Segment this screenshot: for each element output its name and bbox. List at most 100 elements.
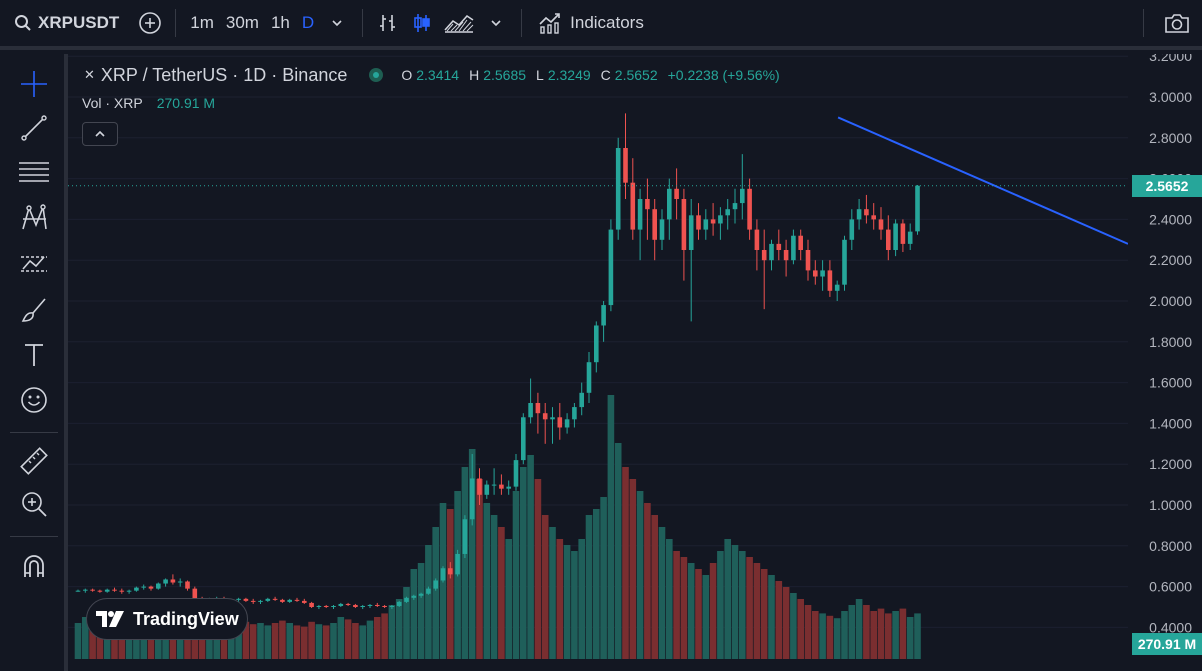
candle-body xyxy=(550,417,555,420)
trend-line-tool[interactable] xyxy=(14,110,54,146)
crosshair-tool[interactable] xyxy=(14,66,54,102)
candle-body xyxy=(185,581,190,589)
candle-body xyxy=(367,604,373,606)
interval-1m[interactable]: 1m xyxy=(190,13,214,32)
price-chart[interactable]: 3.20003.00002.80002.60002.40002.20002.00… xyxy=(68,54,1202,671)
volume-bar xyxy=(680,557,688,659)
chart-pane[interactable]: 3.20003.00002.80002.60002.40002.20002.00… xyxy=(68,54,1202,671)
interval-1h[interactable]: 1h xyxy=(270,13,290,32)
candle-body xyxy=(134,587,139,591)
text-tool[interactable] xyxy=(14,337,54,373)
pattern-tool[interactable] xyxy=(14,200,54,236)
series-legend: ✕ XRP / TetherUS · 1D · Binance O 2.3414 … xyxy=(84,62,786,88)
volume-bar xyxy=(702,575,710,659)
volume-bar xyxy=(585,515,593,659)
price-tick-label: 0.4000 xyxy=(1149,619,1192,635)
bar-style-button[interactable] xyxy=(371,0,405,46)
crosshair-icon xyxy=(21,71,47,97)
candle-body xyxy=(637,199,643,230)
volume-bar xyxy=(271,623,279,659)
snapshot-button[interactable] xyxy=(1152,0,1202,46)
magnet-icon xyxy=(24,555,44,577)
candles-style-button[interactable] xyxy=(405,0,439,46)
chevron-down-icon xyxy=(491,20,501,27)
candle-body xyxy=(725,209,730,216)
volume-bar xyxy=(563,545,571,659)
volume-bar xyxy=(359,625,366,659)
ruler-icon xyxy=(20,447,48,475)
candle-body xyxy=(192,588,198,599)
candle-body xyxy=(791,235,796,261)
volume-bar xyxy=(425,545,432,659)
volume-bar xyxy=(636,491,644,659)
volume-bar xyxy=(490,515,498,659)
volume-bar xyxy=(337,617,345,659)
candle-body xyxy=(586,362,592,393)
trend-line xyxy=(837,116,1129,245)
candle-body xyxy=(652,209,657,240)
current-price-tag: 2.5652 xyxy=(1132,174,1202,197)
volume-bar xyxy=(906,617,914,659)
market-status-icon[interactable] xyxy=(369,68,384,82)
horizontal-lines-icon xyxy=(19,162,49,182)
open-label: O xyxy=(401,67,413,83)
volume-bar xyxy=(366,620,374,659)
tradingview-logo[interactable]: TradingView xyxy=(86,598,248,640)
volume-bar xyxy=(797,599,804,659)
candle-body xyxy=(75,590,81,592)
interval-d[interactable]: D xyxy=(301,13,315,32)
fib-tool[interactable] xyxy=(14,155,54,191)
compare-symbol-button[interactable] xyxy=(133,0,167,46)
candle-body xyxy=(258,600,263,602)
volume-bar xyxy=(885,613,892,659)
candle-body xyxy=(783,250,789,261)
candle-body xyxy=(820,270,825,277)
chart-type-dropdown-button[interactable] xyxy=(479,0,513,46)
toolbar-divider xyxy=(1143,9,1144,37)
symbol-search[interactable]: XRPUSDT xyxy=(0,0,133,46)
indicators-button[interactable]: Indicators xyxy=(530,0,652,46)
volume-bar xyxy=(863,605,870,659)
prediction-tool[interactable] xyxy=(14,246,54,282)
area-style-button[interactable] xyxy=(439,0,479,46)
volume-bar xyxy=(870,611,877,659)
brush-tool[interactable] xyxy=(14,292,54,328)
volume-bar xyxy=(308,621,315,659)
forecast-icon xyxy=(21,256,47,272)
plus-circle-icon xyxy=(139,12,162,34)
candle-body xyxy=(776,243,782,250)
volume-bar xyxy=(651,515,658,659)
volume-bar xyxy=(228,620,235,659)
volume-bar xyxy=(739,551,746,659)
zoom-tool[interactable] xyxy=(14,486,54,522)
magnet-tool[interactable] xyxy=(14,548,54,584)
volume-bar xyxy=(461,467,469,659)
emoji-tool[interactable] xyxy=(14,382,54,418)
interval-30m[interactable]: 30m xyxy=(225,13,259,32)
volume-bar xyxy=(381,613,388,659)
volume-bar xyxy=(403,587,410,659)
series-title[interactable]: XRP / TetherUS · 1D · Binance xyxy=(100,64,348,85)
volume-bar xyxy=(717,551,724,659)
collapse-legend-button[interactable] xyxy=(82,122,118,146)
candle-body xyxy=(272,598,278,600)
candle-body xyxy=(703,219,709,230)
candle-body xyxy=(236,598,241,600)
bars-icon xyxy=(380,15,396,31)
search-icon xyxy=(15,15,31,31)
candle-body xyxy=(615,148,621,230)
volume-value: 270.91 M xyxy=(156,95,216,111)
price-tick-label: 2.4000 xyxy=(1149,211,1192,227)
candle-body xyxy=(90,589,95,591)
measure-tool[interactable] xyxy=(14,443,54,479)
candle-body xyxy=(375,604,380,606)
candle-body xyxy=(601,305,606,326)
volume-bar xyxy=(293,625,301,659)
interval-dropdown-button[interactable] xyxy=(320,0,354,46)
volume-bar xyxy=(709,563,717,659)
volume-bar xyxy=(257,623,264,659)
volume-bar xyxy=(483,503,491,659)
candles-icon xyxy=(414,14,430,32)
volume-label[interactable]: Vol · XRP xyxy=(82,95,143,111)
tradingview-logo-icon xyxy=(96,611,124,627)
